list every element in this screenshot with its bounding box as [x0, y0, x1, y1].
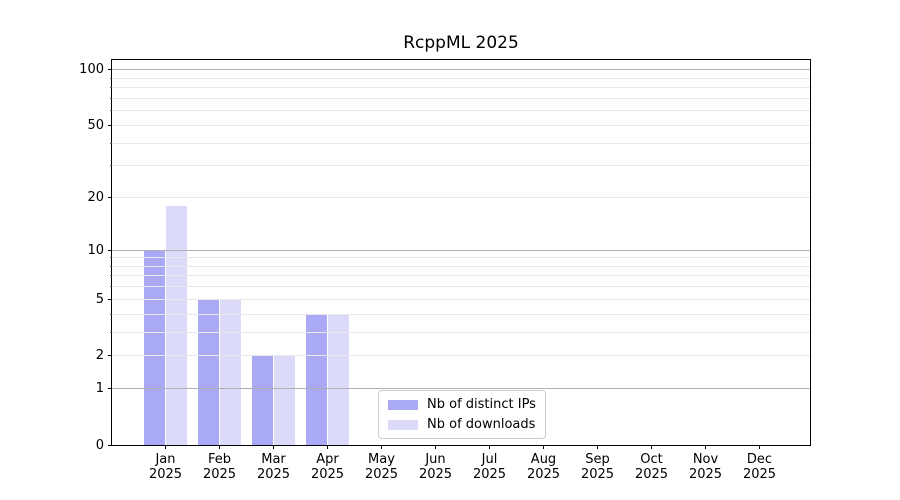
xtick-mark-mar	[273, 445, 274, 449]
gridline-minor-50	[112, 124, 810, 126]
ytick-mark-10	[108, 249, 112, 251]
xtick-label-jan: Jan 2025	[148, 452, 183, 482]
legend-item-distinct-ips: Nb of distinct IPs	[388, 397, 536, 412]
xtick-mark-dec	[759, 445, 760, 449]
gridline-minor-90	[112, 77, 810, 79]
bar-jan-distinct-ips	[143, 250, 166, 445]
ytick-label-20: 20	[87, 190, 104, 205]
xtick-label-may: May 2025	[364, 452, 399, 482]
gridline-minor-9	[112, 257, 810, 259]
xtick-mark-oct	[651, 445, 652, 449]
xtick-label-dec: Dec 2025	[742, 452, 777, 482]
ytick-label-0: 0	[95, 437, 104, 453]
legend-label-distinct-ips: Nb of distinct IPs	[427, 397, 536, 412]
xtick-label-jul: Jul 2025	[472, 452, 507, 482]
gridline-major-10	[112, 249, 810, 251]
gridline-minor-7	[112, 275, 810, 277]
xtick-mark-feb	[219, 445, 220, 449]
ytick-minor-mark-4	[110, 313, 112, 315]
gridline-minor-70	[112, 97, 810, 99]
xtick-label-oct: Oct 2025	[634, 452, 669, 482]
bar-feb-downloads	[219, 299, 242, 445]
ticks-layer: 0 1 2 5 10 20 50 100 Jan 2025 Feb 2025 Mar 2025 Apr…	[79, 60, 810, 482]
ytick-label-50: 50	[87, 117, 104, 133]
gridline-minor-2	[112, 355, 810, 357]
gridline-minor-30	[112, 165, 810, 167]
xtick-label-nov: Nov 2025	[688, 452, 723, 482]
ytick-label-5: 5	[95, 291, 104, 307]
ytick-label-1: 1	[95, 381, 104, 397]
gridline-minor-20	[112, 197, 810, 198]
ytick-minor-mark-8	[110, 265, 112, 267]
xtick-label-feb: Feb 2025	[202, 452, 237, 482]
gridline-minor-80	[112, 87, 810, 89]
ytick-label-10: 10	[87, 242, 104, 258]
ytick-label-2: 2	[95, 348, 104, 364]
legend-swatch-downloads	[388, 419, 418, 430]
ytick-minor-mark-90	[110, 77, 112, 79]
gridline-minor-60	[112, 110, 810, 112]
ytick-minor-mark-3	[110, 331, 112, 333]
xtick-label-aug: Aug 2025	[526, 452, 561, 482]
bar-feb-distinct-ips	[197, 299, 220, 445]
ytick-minor-mark-70	[110, 97, 112, 99]
xtick-mark-nov	[705, 445, 706, 449]
legend-item-downloads: Nb of downloads	[388, 417, 536, 432]
ytick-minor-mark-7	[110, 275, 112, 277]
gridline-minor-6	[112, 286, 810, 288]
ytick-mark-0	[108, 444, 112, 446]
xtick-label-jun: Jun 2025	[418, 452, 453, 482]
ytick-mark-5	[108, 298, 112, 300]
xtick-mark-aug	[543, 445, 544, 449]
xtick-mark-jan	[165, 445, 166, 449]
ytick-minor-mark-40	[110, 142, 112, 144]
gridline-minor-40	[112, 142, 810, 144]
gridline-major-100	[112, 69, 810, 71]
ytick-minor-mark-9	[110, 257, 112, 259]
xtick-label-apr: Apr 2025	[310, 452, 345, 482]
ytick-mark-1	[108, 388, 112, 390]
xtick-label-sep: Sep 2025	[580, 452, 615, 482]
gridline-minor-5	[112, 298, 810, 300]
legend: Nb of distinct IPs Nb of downloads	[378, 390, 546, 439]
gridline-major-1	[112, 388, 810, 390]
ytick-mark-20	[108, 197, 112, 198]
ytick-label-100: 100	[79, 62, 104, 78]
xtick-mark-sep	[597, 445, 598, 449]
bar-apr-distinct-ips	[305, 314, 328, 445]
gridline-minor-3	[112, 331, 810, 333]
ytick-minor-mark-6	[110, 286, 112, 288]
gridline-minor-8	[112, 265, 810, 267]
grid-layer	[112, 60, 810, 445]
xtick-mark-apr	[327, 445, 328, 449]
legend-label-downloads: Nb of downloads	[427, 417, 536, 432]
chart-title: RcppML 2025	[403, 33, 519, 53]
bar-apr-downloads	[327, 314, 350, 445]
gridline-minor-4	[112, 313, 810, 315]
bar-mar-distinct-ips	[251, 355, 274, 445]
ytick-mark-100	[108, 69, 112, 71]
bars-layer	[112, 60, 810, 445]
ytick-mark-2	[108, 355, 112, 357]
xtick-mark-may	[381, 445, 382, 449]
ytick-mark-50	[108, 124, 112, 126]
ytick-minor-mark-80	[110, 87, 112, 89]
xtick-label-mar: Mar 2025	[256, 452, 291, 482]
bar-jan-downloads	[165, 205, 188, 445]
bar-mar-downloads	[273, 355, 296, 445]
legend-swatch-distinct-ips	[388, 399, 418, 410]
ytick-minor-mark-30	[110, 165, 112, 167]
plot-area: 0 1 2 5 10 20 50 100 Jan 2025 Feb 2025 Mar 2025 Apr…	[79, 59, 811, 482]
ytick-minor-mark-60	[110, 110, 112, 112]
xtick-mark-jun	[435, 445, 436, 449]
xtick-mark-jul	[489, 445, 490, 449]
